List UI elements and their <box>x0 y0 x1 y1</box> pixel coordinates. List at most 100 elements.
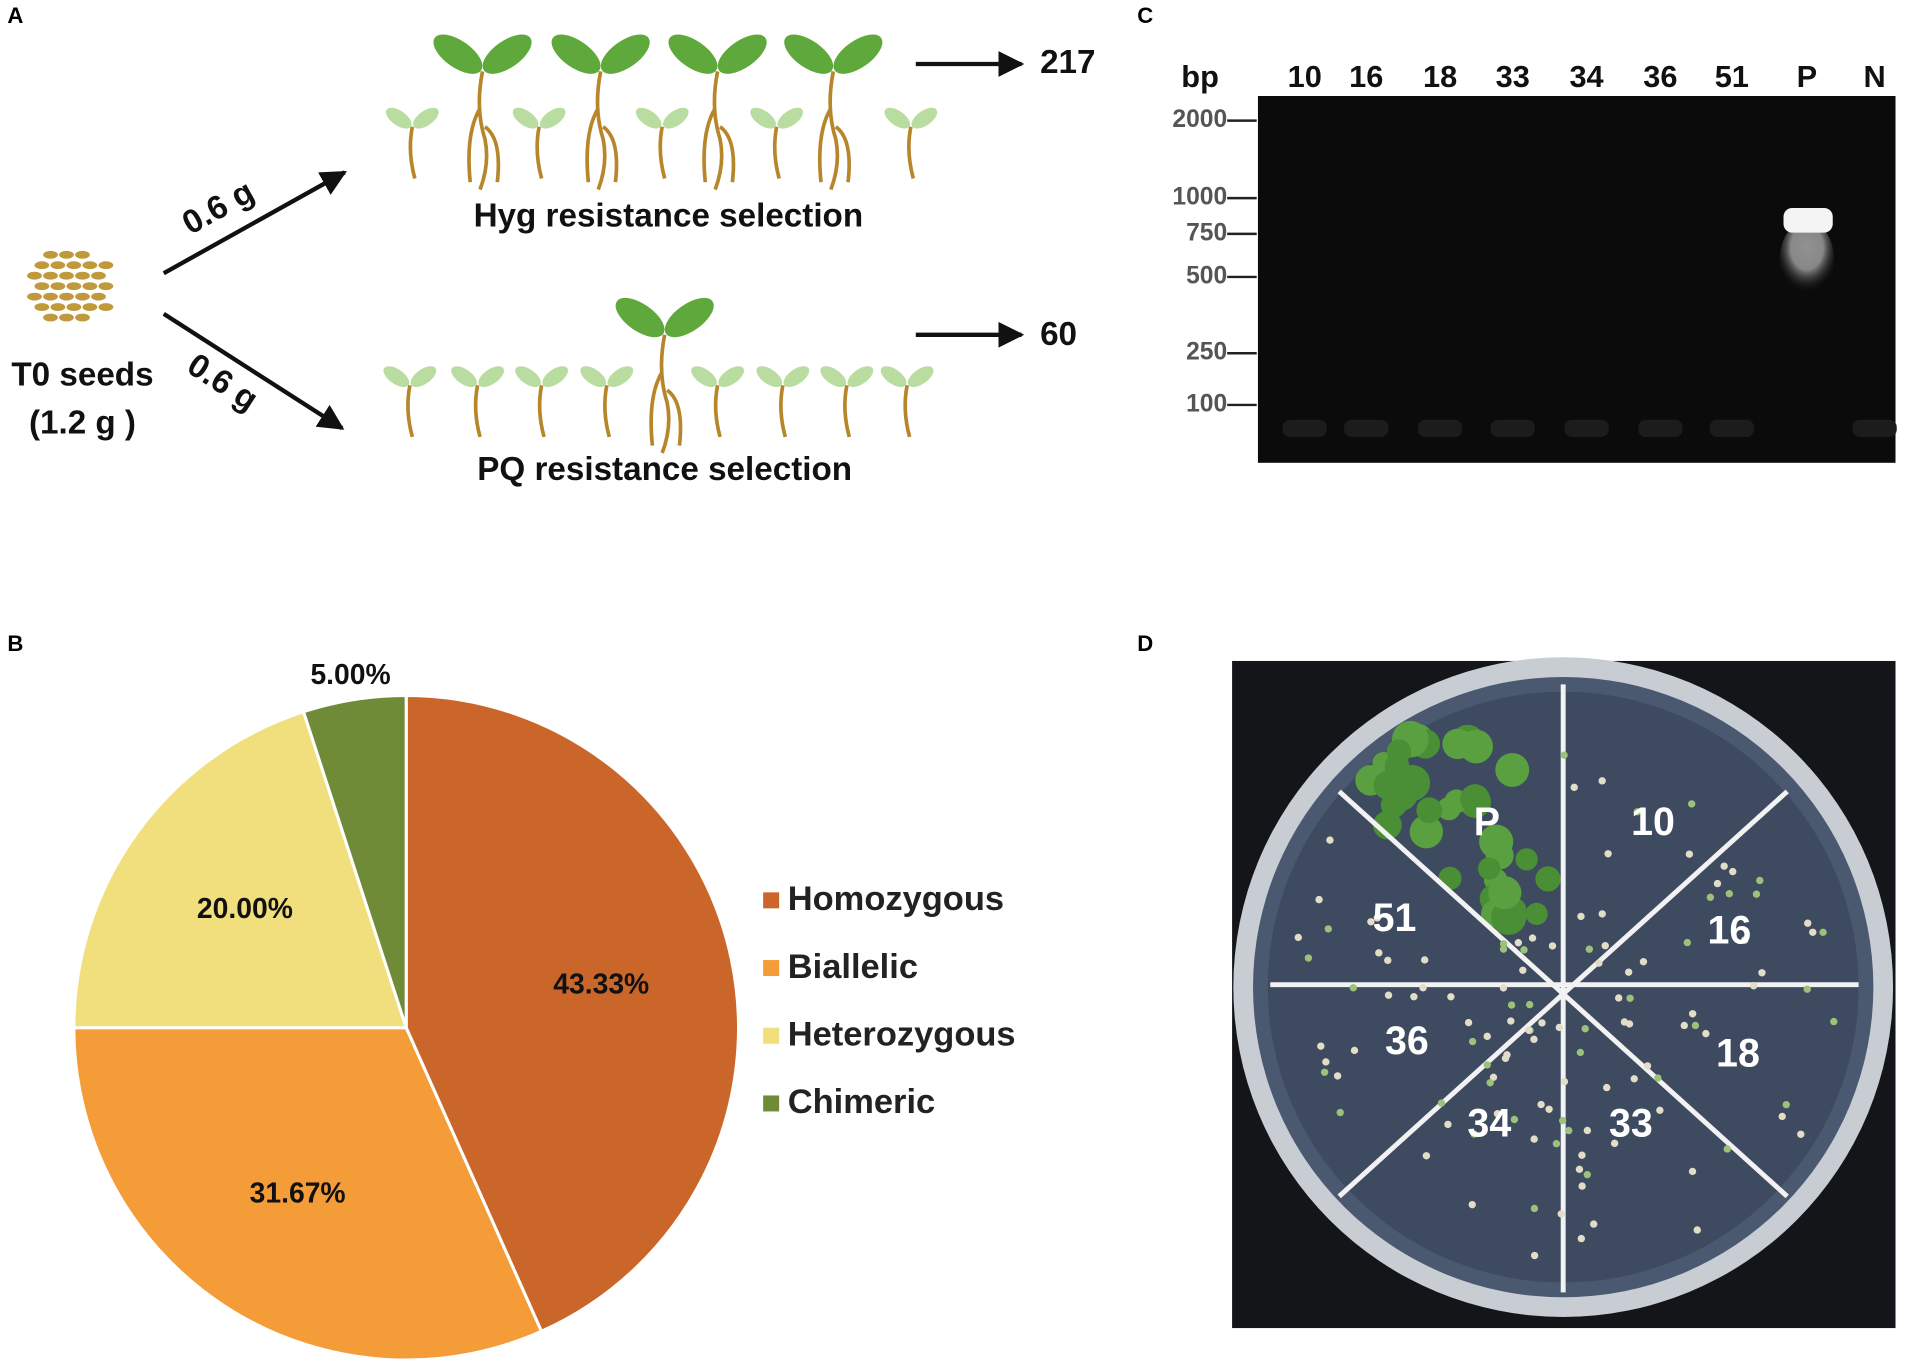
leaf <box>783 366 810 388</box>
seedling-speck <box>1336 1108 1344 1117</box>
primer-dimer <box>1709 419 1754 437</box>
lane-label: N <box>1863 59 1885 94</box>
leaf <box>777 107 804 129</box>
seedling-speck <box>1803 985 1811 993</box>
seed <box>43 292 58 301</box>
arrow <box>162 312 345 431</box>
marker-label: 750 <box>1186 219 1227 246</box>
primer-dimer <box>1564 419 1609 437</box>
seedling-speck <box>1538 1019 1546 1027</box>
seedling-speck <box>1598 910 1606 918</box>
leaf <box>635 107 662 129</box>
leaf <box>911 107 938 129</box>
seedling-speck <box>1294 933 1302 942</box>
leaf <box>784 34 834 74</box>
seedling-speck <box>1557 1210 1565 1218</box>
sector-label: 33 <box>1609 1102 1653 1146</box>
seed <box>43 271 58 280</box>
marker-label: 100 <box>1186 390 1227 417</box>
plant-leaf <box>1459 729 1493 764</box>
plant-leaf <box>1380 792 1407 818</box>
seed <box>50 282 66 291</box>
plant-leaf <box>1416 797 1443 824</box>
lane-label: 16 <box>1349 59 1383 94</box>
seed <box>66 282 82 291</box>
seedling-speck <box>1601 942 1609 950</box>
legend-swatch <box>763 1095 780 1112</box>
seed-label: T0 seeds <box>11 356 153 393</box>
seed <box>91 292 106 301</box>
marker-label: 500 <box>1186 262 1227 289</box>
leaf <box>433 34 483 74</box>
gel-smear <box>1779 221 1834 296</box>
seed <box>98 261 114 270</box>
seedling-speck <box>1528 934 1537 942</box>
seedling-speck <box>1575 1165 1584 1174</box>
count: 60 <box>1040 316 1077 353</box>
pie-slice <box>404 693 741 1334</box>
seedling-speck <box>1723 1145 1731 1153</box>
seed <box>98 282 114 291</box>
root <box>702 71 736 191</box>
seedling-speck <box>1499 940 1508 948</box>
seedling-speck <box>1819 928 1827 937</box>
arrow-label: 0.6 g <box>181 346 265 418</box>
seedling-speck <box>1322 1058 1330 1066</box>
seedling-speck <box>1545 1105 1553 1113</box>
axis-label: bp <box>1181 59 1219 94</box>
seed <box>75 271 90 280</box>
seedling-speck <box>1778 1112 1786 1121</box>
seed <box>34 261 50 270</box>
seedling-speck <box>1578 1182 1586 1190</box>
seedling-speck <box>1725 890 1733 898</box>
seedling-speck <box>1809 928 1817 936</box>
leaf <box>551 34 601 74</box>
seedling-speck <box>1752 890 1761 898</box>
pie-slice <box>301 693 408 1029</box>
marker-label: 2000 <box>1172 106 1227 133</box>
seed <box>91 271 106 280</box>
seedling-speck <box>1585 945 1594 953</box>
seedling-speck <box>1419 984 1427 992</box>
plant-leaf <box>1479 824 1514 859</box>
seedling-speck <box>1486 1079 1494 1087</box>
marker-label: 1000 <box>1172 184 1227 211</box>
seedling-speck <box>1525 1000 1534 1009</box>
seedling-speck <box>1537 1100 1545 1109</box>
leaf <box>718 366 744 388</box>
seed <box>50 261 66 270</box>
seedling-speck <box>1740 936 1749 944</box>
seedling-speck <box>1804 919 1812 927</box>
data-label: 31.67% <box>250 1176 346 1208</box>
seedling-speck <box>1468 1037 1477 1046</box>
selection-label: PQ resistance selection <box>477 451 852 488</box>
seedling-speck <box>1583 1170 1591 1179</box>
leaf <box>664 297 714 338</box>
seedling-speck <box>1548 942 1557 950</box>
seedling-speck <box>1691 1021 1700 1030</box>
stem <box>603 384 612 438</box>
seedling-speck <box>1375 949 1383 957</box>
data-label: 20.00% <box>197 892 293 924</box>
seedling-speck <box>1510 1115 1519 1124</box>
seedling-speck <box>1315 895 1323 904</box>
seedling-speck <box>1758 969 1766 977</box>
root <box>817 71 851 191</box>
sector-label: 36 <box>1385 1019 1429 1063</box>
plant-clump <box>1355 720 1561 935</box>
seedling-speck <box>1558 1116 1567 1125</box>
seedling-speck <box>1643 1062 1652 1070</box>
seed <box>50 303 66 312</box>
leaf <box>539 107 566 129</box>
seedling-speck <box>1464 1018 1473 1027</box>
seedling-speck <box>1693 1226 1701 1234</box>
seed <box>43 313 58 322</box>
primer-dimer <box>1638 419 1683 437</box>
seedling-speck <box>1530 1204 1539 1213</box>
seedling-speck <box>1654 1074 1662 1082</box>
plant-leaf <box>1525 902 1548 925</box>
seedling-speck <box>1552 1140 1561 1148</box>
lane-label: 51 <box>1715 59 1749 94</box>
seedling-speck <box>1514 939 1523 947</box>
seedling-speck <box>1624 968 1633 976</box>
